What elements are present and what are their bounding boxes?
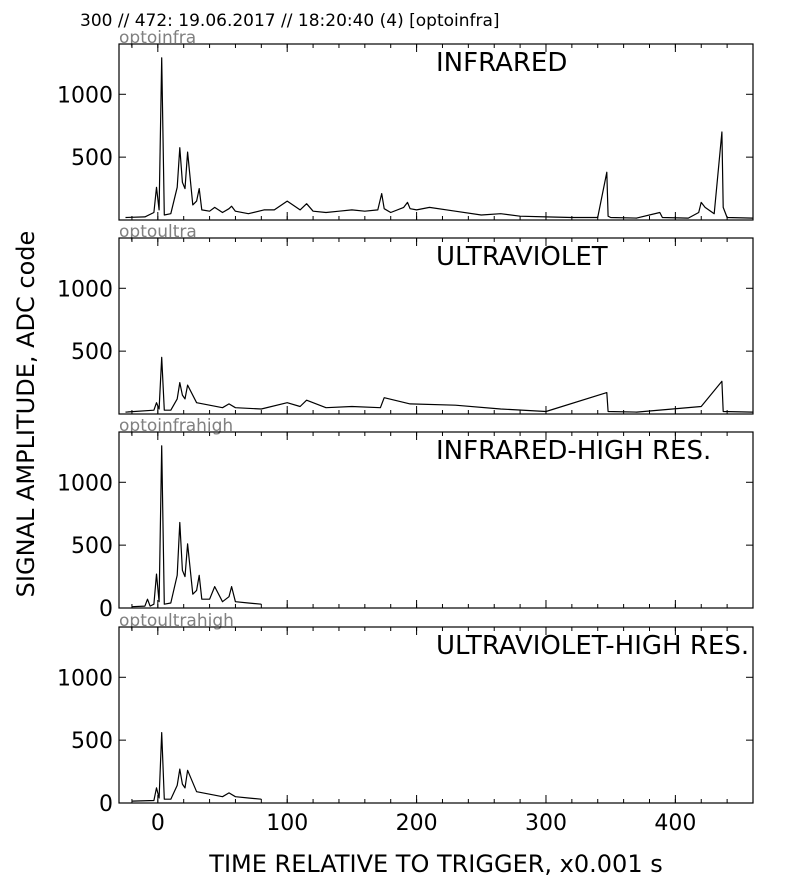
y-axis-title: SIGNAL AMPLITUDE, ADC code — [12, 231, 40, 598]
panel-frame — [118, 626, 754, 804]
panel-title: ULTRAVIOLET — [436, 242, 608, 272]
series-line — [131, 445, 262, 608]
panel-3: optoultrahigh ULTRAVIOLET-HIGH RES. 0 500 10… — [57, 611, 754, 817]
panel-source-label: optoultrahigh — [119, 611, 234, 631]
panel-frame — [118, 431, 754, 609]
y-tick-label: 500 — [71, 534, 113, 559]
panel-source-label: optoinfra — [119, 28, 196, 48]
y-tick-label: 1000 — [57, 471, 113, 496]
panel-source-label: optoultra — [119, 222, 197, 242]
x-tick-label: 200 — [396, 811, 438, 836]
y-tick-label: 1000 — [57, 666, 113, 691]
y-tick-label: 0 — [99, 792, 113, 817]
panel-title: ULTRAVIOLET-HIGH RES. — [436, 631, 749, 661]
x-tick-label: 100 — [266, 811, 308, 836]
y-tick-label: 500 — [71, 340, 113, 365]
y-tick-label: 1000 — [57, 83, 113, 108]
y-tick-label: 500 — [71, 729, 113, 754]
panel-frame — [118, 237, 754, 415]
x-tick-label: 400 — [654, 811, 696, 836]
panel-2: optoinfrahigh INFRARED-HIGH RES. 0 500 1000 — [57, 416, 754, 622]
panel-title: INFRARED-HIGH RES. — [436, 436, 711, 466]
series-line — [131, 732, 262, 802]
x-axis-title: TIME RELATIVE TO TRIGGER, x0.001 s — [208, 850, 662, 878]
series-line — [125, 356, 754, 413]
panels: optoinfra INFRARED 500 1000 optoultra ULTRAVI… — [57, 28, 754, 817]
x-tick-label: 0 — [151, 811, 165, 836]
series-line — [125, 57, 754, 219]
panel-title: INFRARED — [436, 48, 567, 78]
x-tick-labels: 0 100 200 300 400 — [151, 811, 697, 836]
y-tick-label: 0 — [99, 597, 113, 622]
chart-header: 300 // 472: 19.06.2017 // 18:20:40 (4) [… — [80, 11, 500, 31]
panel-frame — [118, 43, 754, 221]
panel-source-label: optoinfrahigh — [119, 416, 233, 436]
panel-0: optoinfra INFRARED 500 1000 — [57, 28, 754, 221]
panel-1: optoultra ULTRAVIOLET 500 1000 — [57, 222, 754, 415]
x-tick-label: 300 — [525, 811, 567, 836]
y-tick-label: 1000 — [57, 277, 113, 302]
y-tick-label: 500 — [71, 146, 113, 171]
